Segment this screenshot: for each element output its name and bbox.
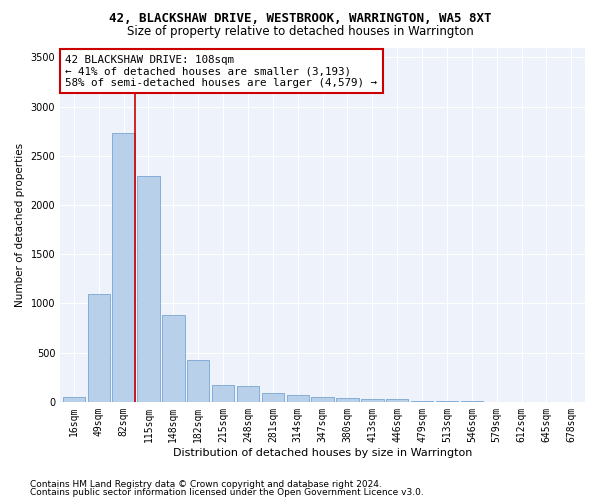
Bar (336, 398, 359, 402)
Bar (88, 294, 110, 402)
Bar (62, 397, 85, 402)
Text: Contains public sector information licensed under the Open Government Licence v3: Contains public sector information licen… (30, 488, 424, 497)
Text: 42 BLACKSHAW DRIVE: 108sqm
← 41% of detached houses are smaller (3,193)
58% of s: 42 BLACKSHAW DRIVE: 108sqm ← 41% of deta… (65, 54, 377, 88)
Bar (212, 385, 234, 402)
Bar (311, 397, 334, 402)
Bar (237, 386, 259, 402)
Bar (361, 399, 383, 402)
Bar (112, 133, 135, 402)
Y-axis label: Number of detached properties: Number of detached properties (15, 142, 25, 306)
Bar (386, 400, 409, 402)
Text: 42, BLACKSHAW DRIVE, WESTBROOK, WARRINGTON, WA5 8XT: 42, BLACKSHAW DRIVE, WESTBROOK, WARRINGT… (109, 12, 491, 26)
Bar (287, 396, 309, 402)
Bar (187, 360, 209, 402)
X-axis label: Distribution of detached houses by size in Warrington: Distribution of detached houses by size … (173, 448, 472, 458)
Text: Contains HM Land Registry data © Crown copyright and database right 2024.: Contains HM Land Registry data © Crown c… (30, 480, 382, 489)
Bar (411, 401, 433, 402)
Bar (262, 393, 284, 402)
Text: Size of property relative to detached houses in Warrington: Size of property relative to detached ho… (127, 25, 473, 38)
Bar (137, 176, 160, 402)
Bar (162, 315, 185, 402)
